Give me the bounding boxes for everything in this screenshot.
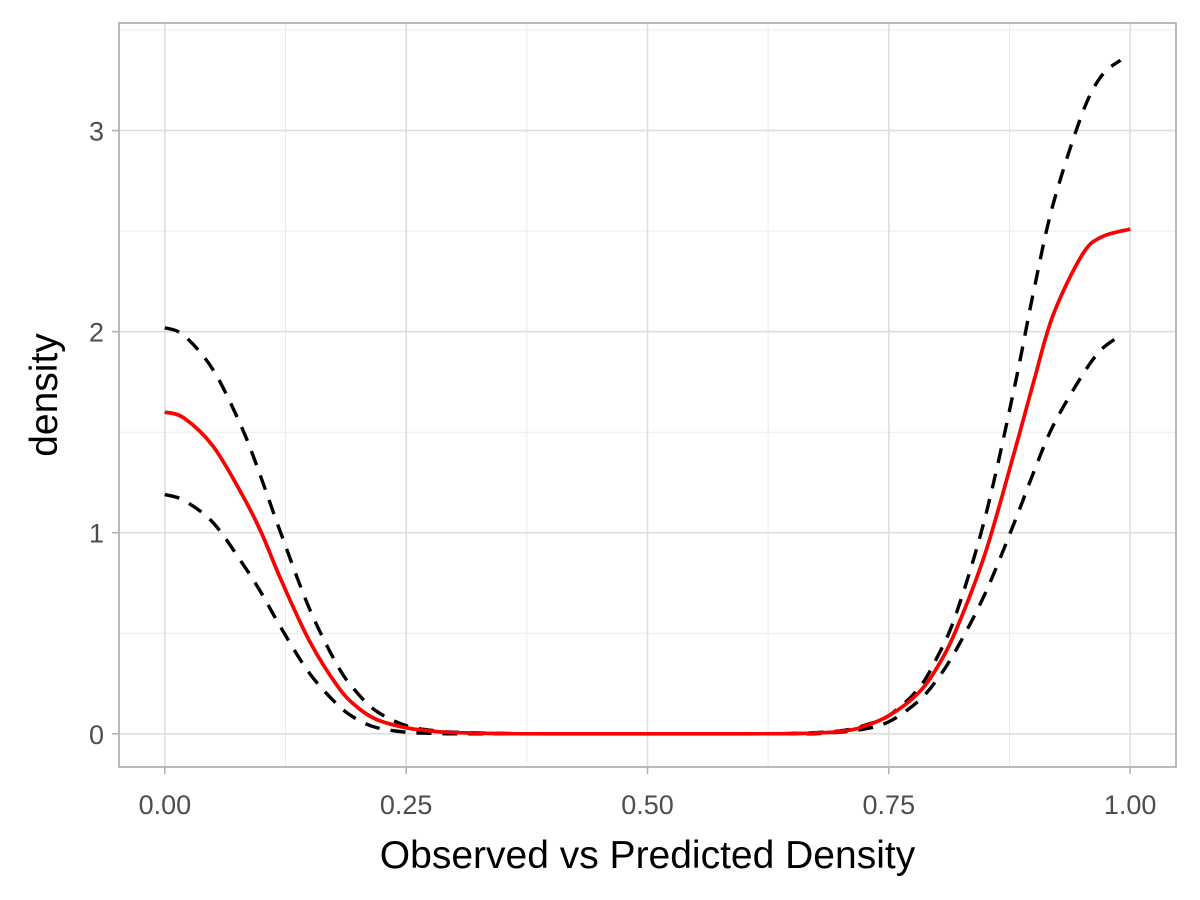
- x-tick-label: 0.50: [621, 790, 674, 820]
- dashed-series-line-1: [164, 334, 1122, 736]
- x-tick-label: 0.75: [863, 790, 916, 820]
- x-tick-label: 0.00: [139, 790, 192, 820]
- grid-lines: [119, 23, 1176, 767]
- x-tick-label: 0.25: [380, 790, 433, 820]
- x-tick-label: 1.00: [1104, 790, 1157, 820]
- y-tick-label: 3: [89, 117, 104, 147]
- series-layer: [164, 58, 1131, 736]
- red-series-line-3: [164, 227, 1131, 736]
- x-axis-title: Observed vs Predicted Density: [380, 834, 916, 877]
- y-tick-label: 0: [89, 720, 104, 750]
- y-tick-label: 2: [89, 318, 104, 348]
- y-tick-label: 1: [89, 519, 104, 549]
- y-axis-title: density: [23, 333, 66, 457]
- axis-ticks: 0.00 0.25 0.50 0.75 1.00 0 1 2 3: [89, 117, 1156, 820]
